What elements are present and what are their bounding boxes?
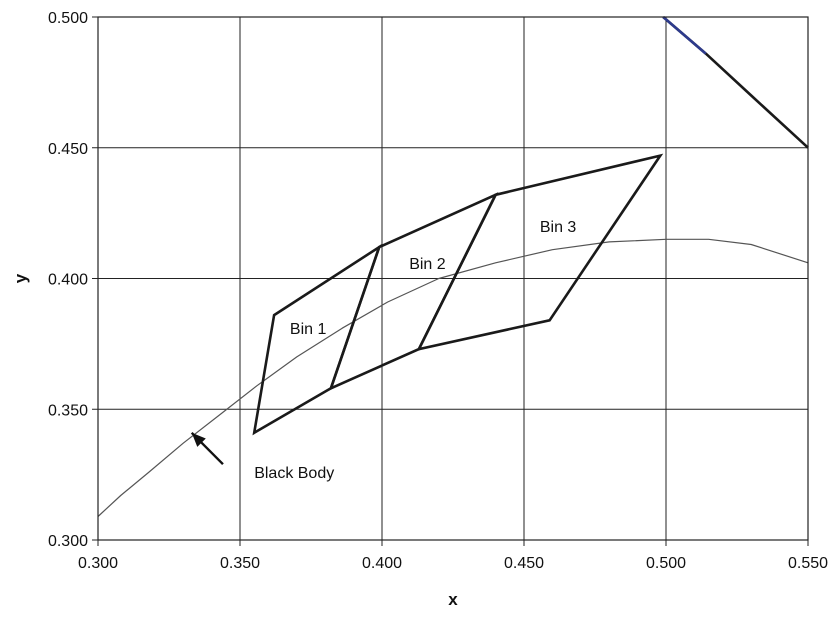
x-tick-label: 0.500 xyxy=(646,555,686,572)
x-tick-label: 0.450 xyxy=(504,555,544,572)
series-layer xyxy=(97,16,809,517)
bin-1-outline xyxy=(252,243,382,436)
y-tick-label: 0.500 xyxy=(48,10,88,27)
y-tick-label: 0.300 xyxy=(48,533,88,550)
bin-1-label: Bin 1 xyxy=(290,321,327,338)
y-tick-label: 0.450 xyxy=(48,141,88,158)
x-tick-label: 0.550 xyxy=(788,555,828,572)
x-tick-label: 0.300 xyxy=(78,555,118,572)
tick-label-layer: 0.300 0.350 0.400 0.450 0.500 0.550 0.300 0.350… xyxy=(48,10,828,572)
bin-2-label: Bin 2 xyxy=(409,256,446,273)
plot-area-frame xyxy=(97,16,809,541)
x-axis-title: x xyxy=(448,590,458,609)
grid-layer xyxy=(92,16,809,546)
diagonal-line-accent-segment xyxy=(662,16,707,55)
x-tick-label: 0.400 xyxy=(362,555,402,572)
bins-layer: Bin 1 Bin 2 Bin 3 xyxy=(252,153,664,436)
annotation-arrowhead xyxy=(191,432,206,447)
bin-3-outline xyxy=(416,153,664,351)
y-tick-label: 0.400 xyxy=(48,272,88,289)
annotation-layer: Black Body xyxy=(190,431,334,482)
bin-3-label: Bin 3 xyxy=(540,219,577,236)
black-body-label: Black Body xyxy=(254,465,334,482)
y-tick-label: 0.350 xyxy=(48,402,88,419)
x-tick-label: 0.350 xyxy=(220,555,260,572)
y-axis-title: y xyxy=(11,273,30,283)
bin-2-outline xyxy=(328,192,499,391)
black-body-curve xyxy=(97,238,809,517)
